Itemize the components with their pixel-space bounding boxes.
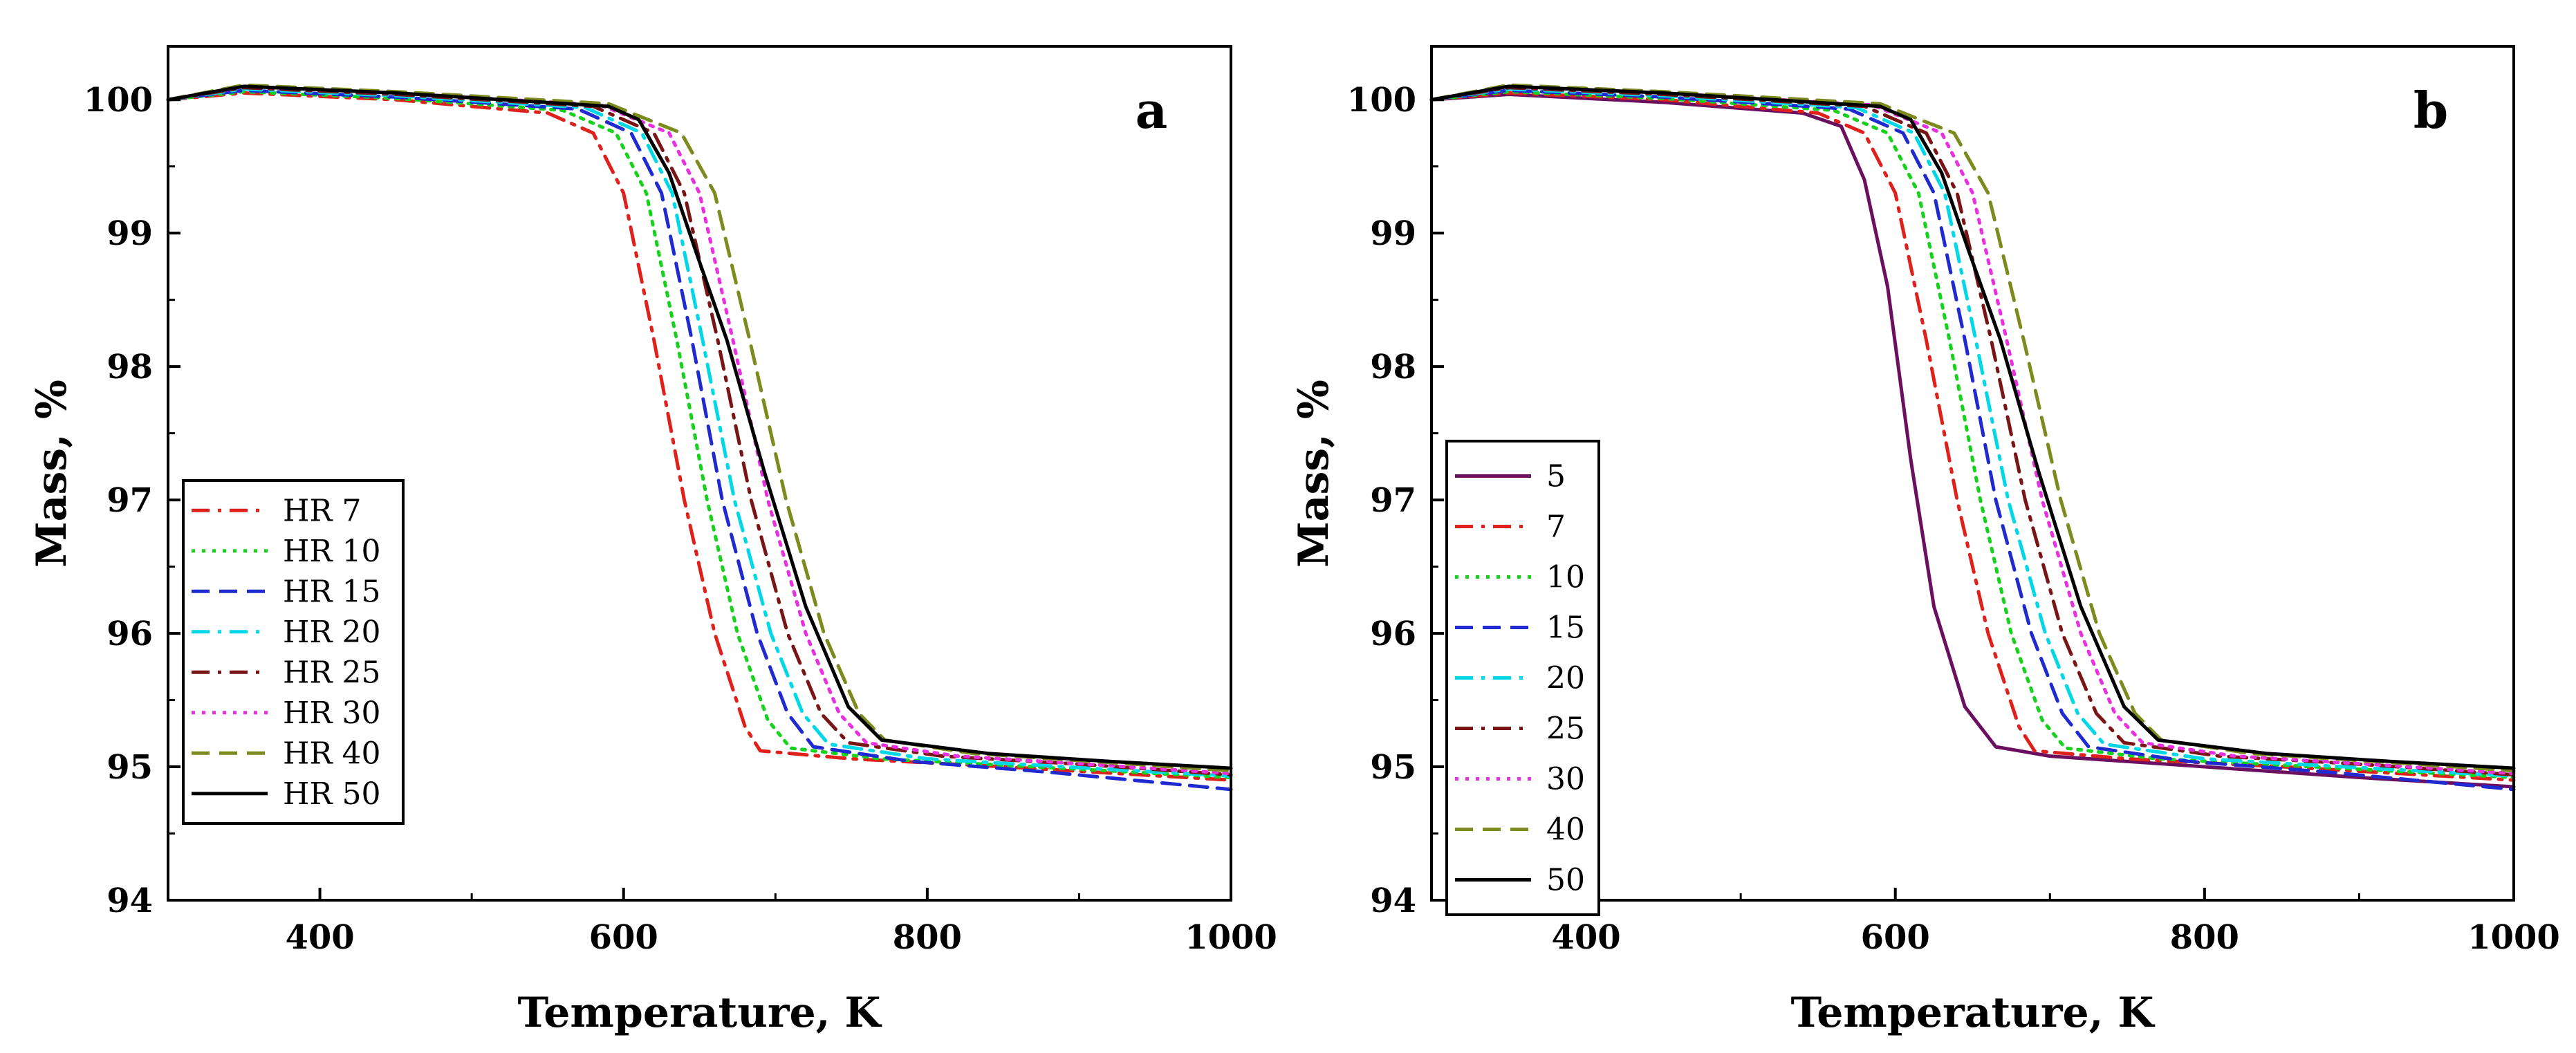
panel-b-legend-label: 50 [1546,863,1585,898]
panel-a-legend-label: HR 7 [283,493,361,528]
panel-a-legend-box [182,479,405,825]
panel-a-x-axis-title: Temperature, K [517,989,882,1037]
panel-b-y-tick-label: 95 [1370,748,1416,787]
panel-b-legend-label: 10 [1546,560,1585,595]
panel-a-y-tick-label: 96 [106,615,153,653]
panel-a-series-line-hr-7 [166,91,1233,782]
panel-b-x-tick-label: 400 [1551,918,1620,957]
panel-a-x-tick-label: 800 [893,918,962,957]
panel-b-label: b [2413,81,2448,140]
panel-b-x-tick-label: 800 [2170,918,2239,957]
panel-b-y-tick-label: 98 [1370,348,1416,386]
panel-b-legend-label: 7 [1546,510,1566,545]
panel-a-legend-label: HR 15 [283,574,380,609]
panel-b-series-line-15 [1429,88,2516,792]
panel-a-legend-label: HR 20 [283,615,380,650]
panel-a-legend-label: HR 40 [283,736,380,771]
panel-a-series-line-hr-50 [166,84,1233,770]
panel-b-legend-label: 30 [1546,762,1585,797]
panel-a-label: a [1136,81,1168,140]
panel-b-y-tick-label: 97 [1370,481,1416,520]
panel-b-plot-frame [1430,45,2515,902]
panel-a-y-tick-label: 100 [84,81,153,120]
panel-a-y-tick-label: 99 [106,214,153,253]
panel-a-y-tick-label: 94 [106,882,153,920]
panel-b-legend-label: 20 [1546,661,1585,696]
panel-b-y-tick-label: 99 [1370,214,1416,253]
panel-b-legend-label: 25 [1546,711,1585,747]
panel-b-chart: 400 600 800 1000 94 95 96 97 98 99 100 b Temperatu… [1290,45,2560,1037]
panel-b-y-tick-label: 96 [1370,615,1416,653]
panel-a-y-tick-label: 95 [106,748,153,787]
panel-b-x-tick-label: 1000 [2467,918,2560,957]
panel-a-series-line-hr-20 [166,87,1233,778]
panel-a-legend-label: HR 10 [283,534,380,569]
panel-b-y-axis-title: Mass, % [1290,380,1338,568]
panel-a-legend: HR 7 HR 10 HR 15 HR 20 HR 25 HR 30 HR 40 HR 50 [182,479,405,825]
panel-a-y-axis-title: Mass, % [28,380,76,568]
panel-b-y-tick-label: 100 [1347,81,1416,120]
panel-a-legend-label: HR 25 [283,655,380,690]
panel-b-legend-label: 5 [1546,459,1566,494]
panel-a-series-line-hr-10 [166,90,1233,779]
panel-b-series-line-5 [1429,93,2516,789]
panel-a-plot-frame [167,45,1232,902]
panel-a-y-tick-label: 98 [106,348,153,386]
panel-b-y-tick-label: 94 [1370,882,1416,920]
panel-a-series-line-hr-25 [166,86,1233,777]
panel-b-legend: 5 7 10 15 20 25 30 40 50 [1445,440,1600,916]
panel-b-legend-label: 40 [1546,812,1585,848]
panel-a-x-tick-label: 1000 [1185,918,1277,957]
panel-a-chart: 400 600 800 1000 94 95 96 97 98 99 100 a Temperatu… [28,45,1277,1037]
panel-b-series-line-50 [1429,84,2516,770]
panel-b-series-line-7 [1429,91,2516,782]
panel-a-legend-label: HR 30 [283,696,380,731]
panel-a-y-tick-label: 97 [106,481,153,520]
panel-b-x-tick-label: 600 [1861,918,1930,957]
panel-b-x-axis-title: Temperature, K [1790,989,2155,1037]
panel-b-legend-label: 15 [1546,611,1585,646]
panel-a-legend-label: HR 50 [283,776,380,812]
panel-a-x-tick-label: 600 [589,918,658,957]
panel-a-x-tick-label: 400 [285,918,354,957]
panel-a-series-line-hr-15 [166,88,1233,792]
